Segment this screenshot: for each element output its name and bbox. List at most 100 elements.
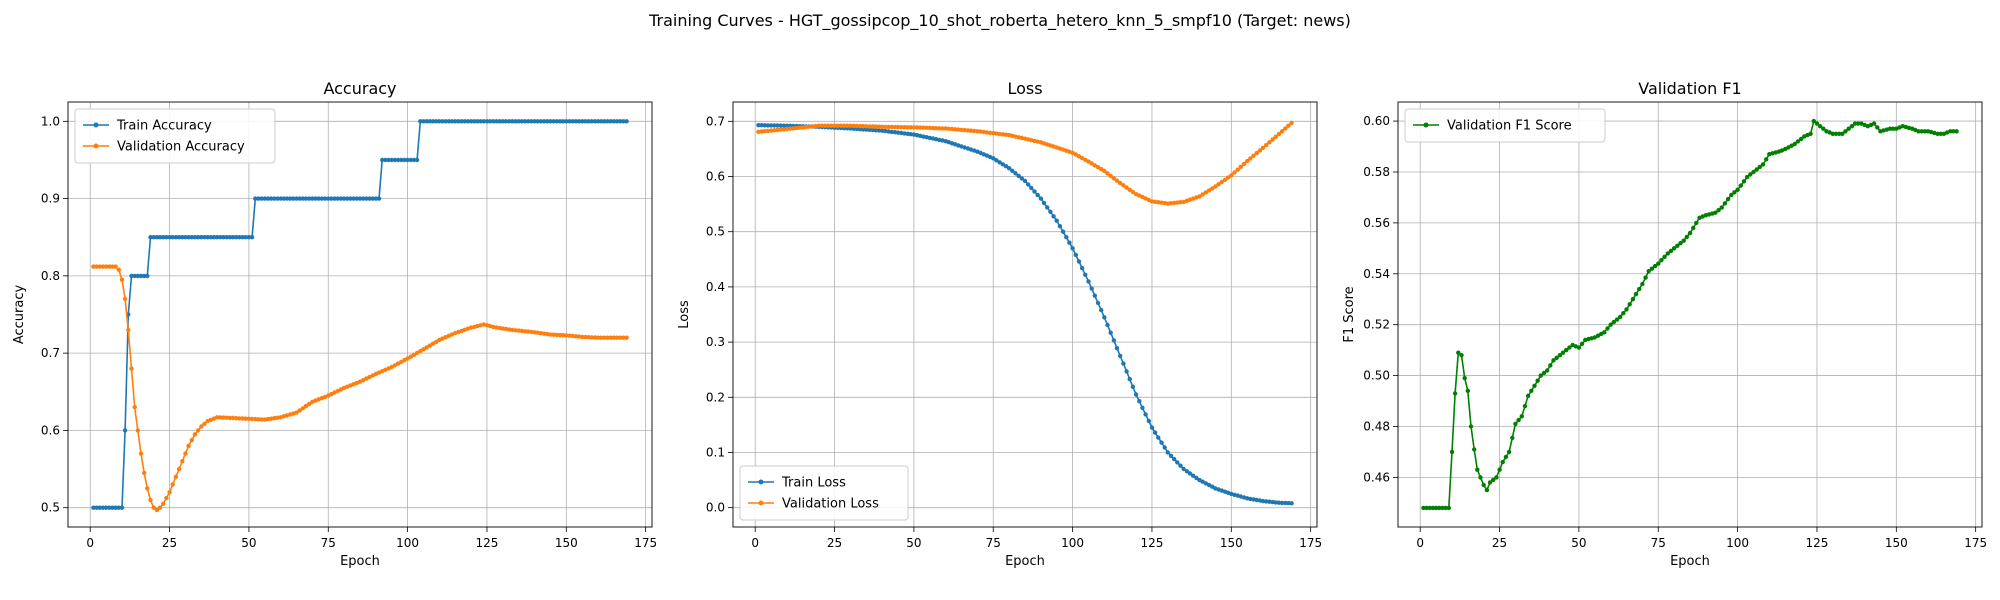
validation-loss-point bbox=[997, 131, 1002, 137]
train-loss-point bbox=[1029, 185, 1034, 191]
validation-accuracy-point bbox=[151, 505, 156, 510]
train-accuracy-point bbox=[573, 119, 578, 124]
validation-f1-score-point bbox=[1614, 317, 1620, 322]
validation-loss-point bbox=[927, 125, 932, 131]
validation-accuracy-point bbox=[307, 401, 312, 407]
validation-f1-score-point bbox=[1935, 131, 1940, 136]
validation-loss-point bbox=[838, 123, 844, 128]
train-accuracy-point bbox=[595, 119, 601, 124]
train-accuracy-point bbox=[481, 119, 486, 124]
validation-loss-point bbox=[981, 129, 986, 135]
train-accuracy-point bbox=[167, 235, 172, 240]
validation-loss-point bbox=[1273, 134, 1278, 139]
validation-f1-score-point bbox=[1811, 118, 1817, 124]
validation-loss-point bbox=[895, 124, 901, 130]
validation-f1-score-point bbox=[1922, 129, 1928, 134]
train-loss-point bbox=[1114, 346, 1120, 351]
accuracy-title: Accuracy bbox=[323, 79, 396, 98]
train-accuracy-point bbox=[564, 119, 569, 124]
accuracy-xlabel: Epoch bbox=[340, 554, 380, 569]
train-loss-point bbox=[1181, 466, 1186, 472]
validation-f1-score-point bbox=[1621, 311, 1626, 316]
validation-accuracy-point bbox=[513, 328, 518, 333]
validation-loss-point bbox=[768, 128, 774, 133]
train-loss-point bbox=[864, 127, 869, 132]
validation-loss-point bbox=[1092, 163, 1098, 168]
train-accuracy-point bbox=[294, 196, 299, 201]
train-loss-point bbox=[1156, 435, 1161, 440]
validation-accuracy-point bbox=[421, 347, 426, 352]
train-accuracy-point bbox=[246, 235, 252, 240]
train-accuracy-point bbox=[354, 196, 359, 201]
validation-accuracy-point bbox=[103, 264, 109, 269]
validation-accuracy-point bbox=[145, 486, 150, 491]
validation-f1-xtick-label: 175 bbox=[1964, 536, 1987, 550]
train-accuracy-point bbox=[361, 196, 366, 201]
loss-xlabel: Epoch bbox=[1005, 554, 1045, 569]
validation-loss-point bbox=[845, 123, 850, 128]
validation-accuracy-point bbox=[259, 417, 264, 422]
validation-loss-point bbox=[800, 125, 805, 130]
accuracy-xtick-label: 75 bbox=[321, 536, 336, 550]
train-accuracy-point bbox=[310, 196, 315, 201]
train-accuracy-point bbox=[557, 119, 563, 124]
validation-f1-score-point bbox=[1538, 373, 1544, 378]
accuracy-xtick-label: 100 bbox=[396, 536, 419, 550]
validation-f1-score-point bbox=[1808, 131, 1813, 136]
validation-f1-score-point bbox=[1541, 370, 1547, 376]
validation-accuracy-point bbox=[586, 335, 591, 340]
validation-loss-point bbox=[899, 125, 904, 130]
validation-accuracy-point bbox=[595, 335, 601, 340]
validation-f1-score-point bbox=[1503, 454, 1509, 460]
train-loss-point bbox=[1276, 500, 1282, 505]
validation-accuracy-point bbox=[300, 406, 306, 411]
train-loss-point bbox=[1019, 176, 1024, 181]
train-loss-point bbox=[1162, 445, 1167, 450]
validation-accuracy-point bbox=[526, 329, 531, 334]
validation-loss-point bbox=[1213, 184, 1218, 189]
validation-f1-score-point bbox=[1852, 121, 1858, 126]
validation-accuracy-point bbox=[154, 507, 160, 513]
validation-f1-score-point bbox=[1951, 129, 1956, 134]
train-accuracy-point bbox=[138, 273, 144, 279]
train-accuracy-point bbox=[291, 196, 296, 201]
validation-loss-point bbox=[1203, 190, 1209, 195]
validation-accuracy-point bbox=[119, 277, 125, 282]
validation-loss-point bbox=[880, 124, 885, 129]
validation-f1-score-point bbox=[1554, 355, 1559, 360]
validation-loss-point bbox=[949, 126, 955, 132]
accuracy-xtick-label: 0 bbox=[86, 536, 94, 550]
validation-f1-score-point bbox=[1440, 505, 1445, 511]
train-accuracy-point bbox=[538, 119, 544, 124]
validation-f1-score-point bbox=[1481, 482, 1486, 488]
train-accuracy-point bbox=[288, 196, 293, 201]
train-accuracy-line bbox=[93, 120, 627, 509]
validation-f1-score-point bbox=[1643, 275, 1648, 280]
validation-f1-score-point bbox=[1424, 505, 1429, 511]
validation-accuracy-legend-marker bbox=[93, 143, 99, 149]
train-loss-point bbox=[1079, 265, 1085, 271]
validation-accuracy-point bbox=[167, 490, 172, 495]
validation-f1-score-point bbox=[1675, 243, 1680, 248]
validation-accuracy-point bbox=[138, 451, 144, 456]
train-loss-point bbox=[778, 123, 783, 128]
train-loss-point bbox=[1140, 405, 1145, 410]
train-accuracy-point bbox=[583, 119, 588, 124]
loss-panel: 0 25 50 75 100 125 150 175 0.0 0.1 0.2 0.3 0.4 0.5 0.6… bbox=[677, 79, 1322, 569]
train-loss-point bbox=[1184, 469, 1190, 474]
validation-f1-score-point bbox=[1579, 341, 1585, 346]
train-accuracy-point bbox=[313, 196, 318, 201]
train-accuracy-point bbox=[154, 235, 160, 240]
validation-f1-ytick-label: 0.58 bbox=[1363, 165, 1390, 179]
validation-accuracy-point bbox=[237, 416, 242, 421]
train-accuracy-point bbox=[183, 235, 188, 240]
train-accuracy-legend-label: Train Accuracy bbox=[116, 119, 212, 134]
validation-f1-score-point bbox=[1713, 210, 1718, 215]
validation-accuracy-point bbox=[294, 410, 299, 415]
validation-loss-point bbox=[987, 130, 993, 135]
validation-loss-point bbox=[791, 126, 796, 131]
validation-f1-score-point bbox=[1678, 241, 1683, 246]
validation-f1-xtick-label: 100 bbox=[1726, 536, 1749, 550]
validation-loss-point bbox=[857, 123, 863, 129]
train-loss-point bbox=[1057, 224, 1063, 229]
